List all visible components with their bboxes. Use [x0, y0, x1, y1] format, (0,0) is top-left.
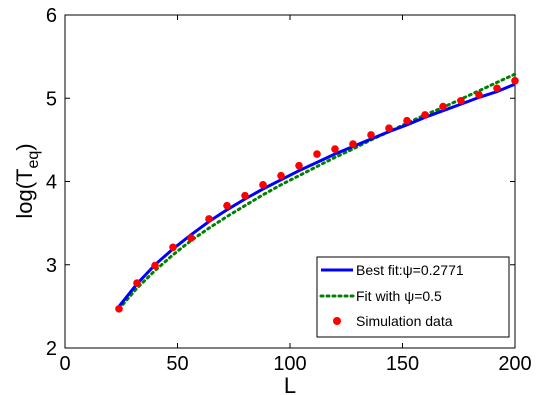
simulation-data-point	[331, 145, 339, 153]
legend-box	[316, 256, 510, 338]
x-axis-ticks: 0 50 100 150 200	[59, 15, 532, 375]
simulation-data-point	[421, 111, 429, 119]
simulation-data-point	[169, 243, 177, 252]
legend-marker-simulation	[333, 317, 341, 325]
y-tick-label: 4	[46, 172, 57, 194]
simulation-data-point	[115, 305, 123, 313]
x-tick-label: 150	[386, 353, 419, 375]
x-tick-label: 100	[273, 353, 306, 375]
simulation-data-point	[349, 140, 357, 148]
y-axis-label-subscript: eq	[25, 151, 42, 169]
fit-psi-0-5-line	[117, 72, 517, 311]
simulation-data-point	[241, 191, 249, 200]
y-axis-label: log(Teq)	[12, 143, 42, 218]
y-axis-label-main: log(T	[12, 169, 37, 219]
y-tick-label: 2	[46, 338, 57, 360]
simulation-data-point	[313, 150, 321, 158]
y-tick-label: 5	[46, 88, 57, 110]
simulation-data-point	[511, 76, 519, 85]
y-axis-ticks: 2 3 4 5 6	[46, 5, 515, 360]
simulation-data-point	[295, 161, 303, 170]
simulation-data-point	[133, 279, 141, 287]
simulation-data-point	[493, 84, 501, 93]
x-tick-label: 200	[498, 353, 531, 375]
x-tick-label: 0	[59, 353, 70, 375]
legend-label-simulation: Simulation data	[356, 313, 453, 329]
series-layer	[115, 72, 519, 313]
simulation-data-point	[205, 215, 213, 223]
best-fit-line	[117, 82, 516, 308]
simulation-data-point	[403, 116, 411, 125]
simulation-data-point	[223, 201, 231, 210]
legend-label-fit-psi: Fit with ψ=0.5	[356, 288, 442, 304]
simulation-data-point	[187, 234, 195, 242]
x-axis-label: L	[284, 373, 296, 395]
legend: Best fit:ψ=0.2771 Fit with ψ=0.5 Simulat…	[316, 256, 510, 338]
legend-label-best-fit: Best fit:ψ=0.2771	[356, 262, 464, 278]
simulation-data-point	[439, 102, 447, 111]
simulation-data-point	[367, 131, 375, 139]
simulation-data-point	[475, 91, 483, 99]
simulation-data-point	[259, 181, 267, 189]
x-tick-label: 50	[166, 353, 188, 375]
simulation-data-point	[277, 171, 285, 180]
simulation-data-point	[457, 96, 465, 105]
y-tick-label: 6	[46, 5, 57, 27]
simulation-data-point	[385, 124, 393, 133]
y-tick-label: 3	[46, 255, 57, 277]
y-axis-label-close: )	[12, 143, 37, 150]
simulation-data-point	[151, 261, 159, 270]
